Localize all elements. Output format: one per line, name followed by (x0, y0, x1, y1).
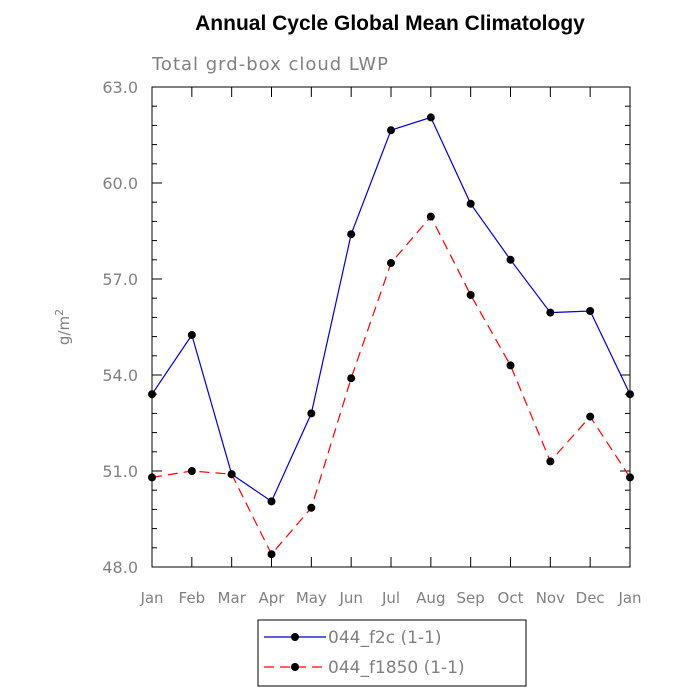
y-axis-label-unit: g/m (55, 316, 73, 345)
y-tick-label: 60.0 (102, 174, 138, 193)
data-point-series-2 (626, 473, 634, 482)
series-layer (148, 113, 634, 559)
y-axis: 48.0 51.0 54.0 57.0 60.0 63.0 (102, 78, 630, 577)
x-tick-label: Nov (536, 589, 565, 607)
x-tick-label: Mar (218, 589, 247, 607)
legend-label-series-1: 044_f2c (1-1) (328, 628, 442, 648)
x-tick-label: Jun (338, 589, 362, 607)
x-tick-label: Aug (416, 589, 445, 607)
data-point-series-2 (426, 212, 435, 221)
y-tick-label: 63.0 (102, 78, 138, 97)
legend-marker-series-2 (291, 663, 299, 671)
legend-marker-series-1 (291, 633, 299, 641)
y-tick-label: 51.0 (102, 462, 138, 481)
x-tick-label: Feb (179, 589, 206, 607)
data-point-series-2 (267, 550, 276, 559)
data-point-series-1 (307, 409, 316, 418)
data-point-series-1 (347, 230, 356, 239)
data-point-series-2 (187, 467, 196, 475)
data-point-series-1 (466, 199, 475, 208)
data-point-series-1 (387, 126, 395, 135)
x-tick-label: Sep (457, 589, 485, 607)
data-point-series-2 (506, 361, 515, 370)
y-tick-label: 48.0 (102, 558, 138, 577)
plot-frame (151, 86, 631, 568)
data-point-series-2 (347, 374, 356, 383)
data-point-series-1 (148, 390, 156, 399)
data-point-series-2 (466, 291, 475, 299)
data-point-series-2 (227, 470, 236, 479)
x-axis: Jan Feb Mar Apr May Jun Jul Aug Sep Oct Nov Dec Jan (139, 87, 642, 607)
legend: 044_f2c (1-1) 044_f1850 (1-1) (257, 619, 527, 687)
y-tick-label: 54.0 (102, 366, 138, 385)
data-point-series-2 (546, 457, 555, 466)
data-point-series-1 (187, 331, 196, 339)
data-point-series-1 (267, 497, 276, 506)
data-point-series-2 (586, 412, 595, 421)
x-tick-label: Apr (259, 589, 286, 607)
data-point-series-1 (626, 390, 634, 399)
legend-box (257, 619, 527, 687)
legend-label-series-2: 044_f1850 (1-1) (328, 658, 465, 678)
data-point-series-1 (426, 113, 435, 122)
x-tick-label: Dec (576, 589, 605, 607)
x-tick-label: Jan (139, 589, 163, 607)
y-axis-label-superscript: 2 (53, 309, 66, 316)
data-point-series-2 (307, 503, 316, 512)
x-tick-label: Oct (498, 589, 524, 607)
chart-title: Annual Cycle Global Mean Climatology (195, 12, 585, 35)
y-axis-label: g/m2 (53, 309, 73, 345)
data-point-series-2 (148, 473, 156, 482)
data-point-series-1 (546, 308, 555, 317)
x-tick-label: Jul (381, 589, 400, 607)
series-line-1 (151, 116, 631, 503)
y-tick-label: 57.0 (102, 270, 138, 289)
x-tick-label: May (296, 589, 327, 607)
x-tick-label: Jan (617, 589, 641, 607)
chart-subtitle: Total grd-box cloud LWP (151, 54, 389, 75)
series-line-2 (151, 215, 631, 556)
data-point-series-1 (586, 307, 595, 315)
data-point-series-1 (506, 255, 515, 264)
data-point-series-2 (387, 259, 395, 267)
